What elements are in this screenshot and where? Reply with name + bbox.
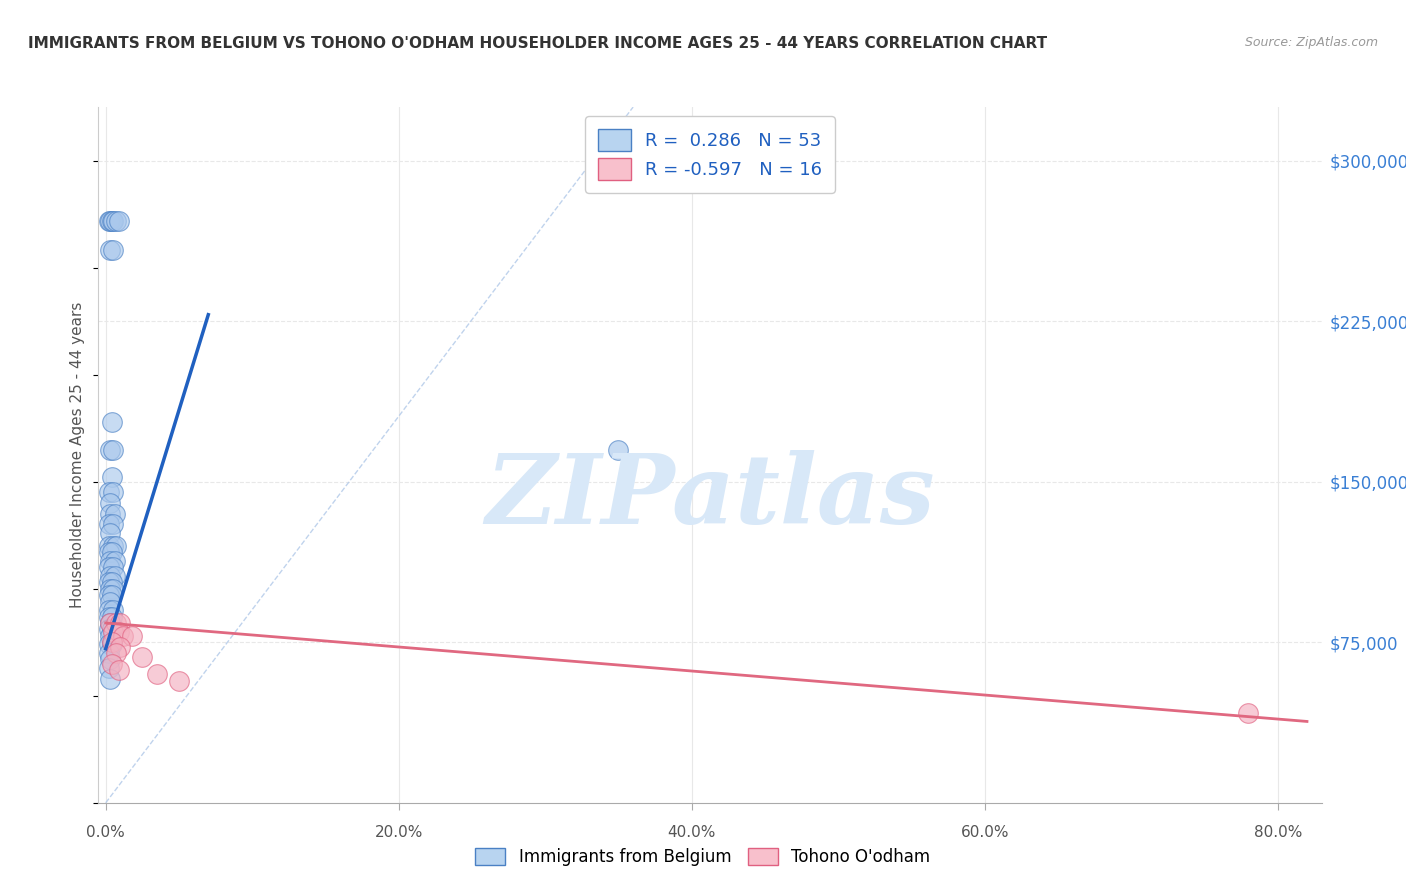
Point [108,213,131,227]
Point [100,575,122,590]
Point [97,539,120,553]
Text: 60.0%: 60.0% [960,825,1010,840]
Point [98,629,121,643]
Point [100,588,122,602]
Point [97,575,120,590]
Point [97,485,120,500]
Point [100,635,122,649]
Point [97,623,120,637]
Point [105,615,128,630]
Point [105,539,128,553]
Point [97,588,120,602]
Point [98,554,121,568]
Point [108,663,131,677]
Point [100,657,122,671]
Point [100,637,122,651]
Point [97,646,120,660]
Legend: R =  0.286   N = 53, R = -0.597   N = 16: R = 0.286 N = 53, R = -0.597 N = 16 [585,116,835,193]
Text: 0.0%: 0.0% [86,825,125,840]
Point [110,640,132,654]
Point [98,652,121,666]
Point [98,594,121,608]
Point [97,661,120,675]
Point [98,496,121,510]
Point [98,569,121,583]
Point [98,582,121,596]
Point [103,569,125,583]
Point [97,603,120,617]
Point [100,545,122,559]
Point [100,415,122,429]
Point [97,560,120,574]
Point [101,485,124,500]
Point [1237,706,1260,720]
Point [97,637,120,651]
Point [101,442,124,457]
Point [97,213,120,227]
Point [100,470,122,484]
Text: IMMIGRANTS FROM BELGIUM VS TOHONO O'ODHAM HOUSEHOLDER INCOME AGES 25 - 44 YEARS : IMMIGRANTS FROM BELGIUM VS TOHONO O'ODHA… [28,36,1047,51]
Point [98,507,121,521]
Point [167,673,190,688]
Y-axis label: Householder Income Ages 25 - 44 years: Householder Income Ages 25 - 44 years [70,301,86,608]
Point [98,244,121,258]
Text: ZIPatlas: ZIPatlas [485,450,935,543]
Point [101,624,124,639]
Point [98,526,121,541]
Point [98,615,121,630]
Point [105,213,128,227]
Point [100,623,122,637]
Point [101,560,124,574]
Legend: Immigrants from Belgium, Tohono O'odham: Immigrants from Belgium, Tohono O'odham [467,840,939,875]
Point [131,650,153,665]
Text: 20.0%: 20.0% [374,825,423,840]
Point [101,213,124,227]
Point [98,442,121,457]
Point [607,442,630,457]
Point [103,554,125,568]
Point [100,609,122,624]
Point [112,629,135,643]
Point [101,539,124,553]
Point [121,629,143,643]
Point [108,624,131,639]
Point [97,609,120,624]
Point [98,213,121,227]
Point [101,244,124,258]
Point [110,615,132,630]
Point [97,545,120,559]
Point [101,603,124,617]
Text: Source: ZipAtlas.com: Source: ZipAtlas.com [1244,36,1378,49]
Point [97,517,120,532]
Text: 40.0%: 40.0% [668,825,716,840]
Point [100,213,122,227]
Point [98,615,121,630]
Point [103,507,125,521]
Point [101,582,124,596]
Point [98,672,121,686]
Point [105,646,128,660]
Text: 80.0%: 80.0% [1254,825,1302,840]
Point [146,667,169,681]
Point [101,517,124,532]
